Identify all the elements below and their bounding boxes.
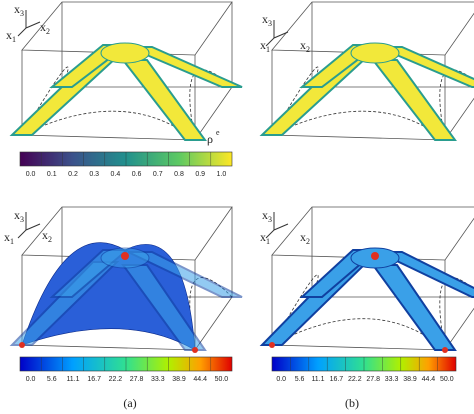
hot-spot (442, 347, 448, 353)
x-arm (377, 46, 474, 88)
colorbar-tick: 38.9 (172, 376, 186, 383)
x-arm (370, 59, 457, 141)
triad-axis (17, 27, 27, 37)
field-label: ρ (207, 132, 213, 146)
axis-label-sub: 2 (48, 235, 52, 244)
axis-label-sub: 3 (20, 215, 24, 224)
colorbar-tick: 0.9 (195, 171, 205, 178)
colorbar-tick: 33.3 (385, 376, 399, 383)
hot-spot (192, 347, 198, 353)
hot-spot (19, 342, 25, 348)
colorbar-tick: 16.7 (330, 376, 344, 383)
dome (21, 242, 196, 351)
colorbar-tick: 50.0 (215, 376, 229, 383)
colorbar-tick: 27.8 (130, 376, 144, 383)
caption: (b) (345, 396, 359, 410)
x-arm (259, 261, 370, 346)
x-center (100, 42, 150, 64)
hot-spot (121, 252, 129, 260)
colorbar-tick: 1.0 (217, 171, 227, 178)
colorbar-tick: 38.9 (403, 376, 417, 383)
colorbar-tick: 11.1 (311, 376, 324, 383)
axis-label-sub: 2 (306, 45, 310, 54)
axis-label: x (6, 28, 12, 42)
colorbar-tick: 11.1 (66, 376, 79, 383)
colorbar-tick: 16.7 (87, 376, 101, 383)
colorbar-tick: 0.4 (111, 171, 121, 178)
axis-label-sub: 1 (266, 237, 270, 246)
axis-label: x (262, 208, 268, 222)
colorbar-tick: 0.3 (89, 171, 99, 178)
colorbar-tick: 44.4 (193, 376, 207, 383)
x-arm (9, 56, 120, 136)
hot-spot (269, 342, 275, 348)
x-arm (127, 251, 243, 298)
triad-axis (25, 223, 41, 231)
x-center (350, 42, 400, 64)
triad-axis (265, 229, 275, 239)
colorbar-tick: 50.0 (440, 376, 454, 383)
triad-axis (17, 229, 27, 239)
colorbar-tick: 27.8 (366, 376, 380, 383)
hot-spot (371, 252, 379, 260)
axis-label-sub: 1 (266, 45, 270, 54)
axis-label: x (300, 230, 306, 244)
axis-label: x (300, 38, 306, 52)
axis-label-sub: 3 (268, 215, 272, 224)
axis-label: x (14, 208, 20, 222)
colorbar-tick: 22.2 (348, 376, 362, 383)
colorbar-tick: 0.7 (153, 171, 163, 178)
caption: (a) (123, 396, 136, 410)
dash-curve (271, 318, 446, 351)
triad-axis (273, 223, 289, 231)
axis-label: x (260, 230, 266, 244)
axis-label-sub: 3 (268, 19, 272, 28)
x-arm (121, 264, 207, 351)
x-arm (259, 56, 370, 136)
colorbar-tick: 33.3 (151, 376, 165, 383)
triad-axis (25, 21, 41, 29)
colorbar-tick: 44.4 (422, 376, 436, 383)
colorbar-tick: 0.6 (132, 171, 142, 178)
colorbar-tick: 0.0 (26, 376, 36, 383)
colorbar-tick: 0.8 (174, 171, 184, 178)
field-label-sup: e (216, 128, 220, 137)
axis-label: x (14, 2, 20, 16)
axis-label: x (40, 20, 46, 34)
axis-label-sub: 1 (12, 35, 16, 44)
colorbar-tick: 5.6 (47, 376, 57, 383)
axis-label: x (42, 228, 48, 242)
axis-label-sub: 1 (10, 237, 14, 246)
x-arm (127, 46, 243, 88)
axis-label: x (262, 12, 268, 26)
axis-label-sub: 2 (46, 27, 50, 36)
x-arm (120, 59, 207, 141)
colorbar-tick: 0.0 (276, 376, 286, 383)
colorbar-tick: 0.1 (47, 171, 57, 178)
axis-label-sub: 3 (20, 9, 24, 18)
x-arm (371, 264, 457, 351)
colorbar-tick: 0.2 (68, 171, 78, 178)
colorbar-tick: 22.2 (109, 376, 123, 383)
triad-axis (265, 37, 275, 47)
colorbar-tick: 0.0 (26, 171, 36, 178)
axis-label-sub: 2 (306, 237, 310, 246)
triad-axis (273, 31, 289, 39)
artwork (9, 1, 474, 353)
x-arm (377, 251, 474, 298)
colorbar-tick: 5.6 (295, 376, 305, 383)
axis-label: x (260, 38, 266, 52)
axis-label: x (4, 230, 10, 244)
